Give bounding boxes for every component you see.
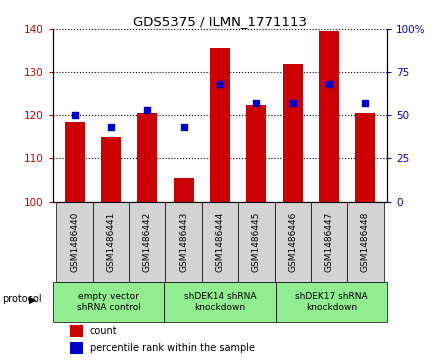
Point [216, 81, 224, 87]
Text: GSM1486445: GSM1486445 [252, 212, 261, 272]
Bar [165, 201, 202, 282]
Bar [283, 64, 303, 201]
Bar [311, 201, 347, 282]
Text: GSM1486448: GSM1486448 [361, 212, 370, 272]
Text: count: count [90, 326, 117, 337]
Bar [319, 31, 339, 201]
Bar [129, 201, 165, 282]
Bar [275, 201, 311, 282]
Point [253, 100, 260, 106]
Bar [356, 113, 375, 201]
Text: GSM1486444: GSM1486444 [216, 212, 224, 272]
Bar [347, 201, 384, 282]
Text: GSM1486441: GSM1486441 [106, 212, 115, 272]
Text: GSM1486443: GSM1486443 [179, 212, 188, 272]
Point [180, 125, 187, 130]
Point [107, 125, 114, 130]
Text: GSM1486440: GSM1486440 [70, 212, 79, 272]
Text: GSM1486446: GSM1486446 [288, 212, 297, 272]
Text: GSM1486447: GSM1486447 [325, 212, 334, 272]
Text: GSM1486442: GSM1486442 [143, 212, 152, 272]
Bar [53, 282, 164, 322]
Text: percentile rank within the sample: percentile rank within the sample [90, 343, 255, 353]
Bar [164, 282, 276, 322]
Bar [174, 178, 194, 201]
Text: shDEK17 shRNA
knockdown: shDEK17 shRNA knockdown [295, 292, 368, 311]
Point [326, 81, 333, 87]
Text: empty vector
shRNA control: empty vector shRNA control [77, 292, 140, 311]
Bar [65, 122, 84, 201]
Bar [70, 325, 83, 337]
Bar [238, 201, 275, 282]
Bar [101, 137, 121, 201]
Point [144, 107, 151, 113]
Point [362, 100, 369, 106]
Bar [210, 48, 230, 201]
Text: ▶: ▶ [29, 294, 36, 305]
Bar [276, 282, 387, 322]
Bar [70, 342, 83, 354]
Point [289, 100, 296, 106]
Bar [202, 201, 238, 282]
Text: protocol: protocol [2, 294, 42, 305]
Title: GDS5375 / ILMN_1771113: GDS5375 / ILMN_1771113 [133, 15, 307, 28]
Bar [137, 113, 158, 201]
Point [71, 113, 78, 118]
Bar [246, 105, 266, 201]
Text: shDEK14 shRNA
knockdown: shDEK14 shRNA knockdown [184, 292, 256, 311]
Bar [93, 201, 129, 282]
Bar [56, 201, 93, 282]
